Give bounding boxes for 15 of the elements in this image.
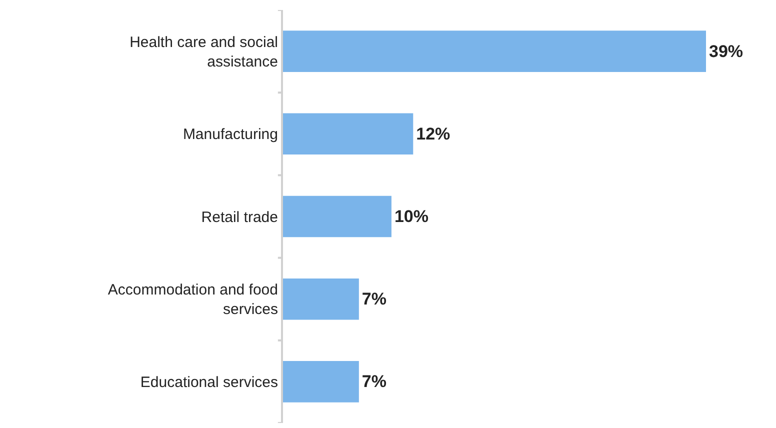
y-tick-label: Retail trade (201, 208, 278, 226)
y-tick-label: Educational services (140, 374, 278, 391)
data-label: 7% (362, 372, 386, 392)
data-label: 39% (709, 42, 744, 61)
y-tick-label: Manufacturing (182, 126, 278, 144)
data-label: 7% (362, 290, 386, 309)
data-label: 12% (416, 124, 450, 144)
bar (283, 113, 414, 155)
bar (283, 278, 359, 320)
y-tick-label: Health care and social assistance (130, 34, 278, 70)
bar (283, 30, 706, 72)
bar (283, 196, 392, 238)
y-tick-label: Accommodation and food services (108, 282, 278, 318)
bar (283, 361, 359, 402)
data-label: 10% (394, 207, 428, 226)
